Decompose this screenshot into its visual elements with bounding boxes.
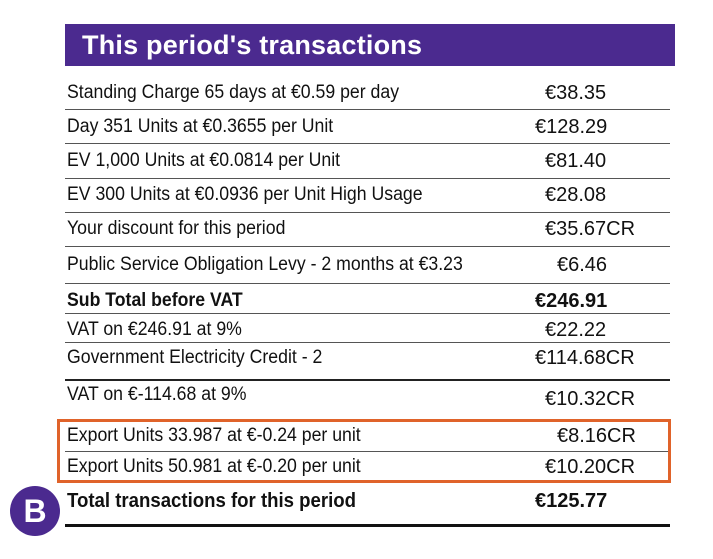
row-label: Export Units 50.981 at €-0.20 per unit <box>67 456 361 477</box>
row-amount: €8.16CR <box>557 425 636 447</box>
row-label: Export Units 33.987 at €-0.24 per unit <box>67 425 361 446</box>
row-divider <box>65 178 670 179</box>
row-label: VAT on €246.91 at 9% <box>67 319 242 340</box>
row-divider <box>65 246 670 247</box>
total-underline <box>65 524 670 527</box>
row-divider <box>65 143 670 144</box>
total-amount: €125.77 <box>535 490 608 512</box>
row-amount: €10.20CR <box>545 456 636 478</box>
row-amount: €10.32CR <box>545 388 636 410</box>
row-amount: €6.46 <box>557 254 608 276</box>
row-label: Standing Charge 65 days at €0.59 per day <box>67 82 400 103</box>
row-amount: €246.91 <box>535 290 608 312</box>
row-label: EV 1,000 Units at €0.0814 per Unit <box>67 150 341 171</box>
row-amount: €128.29 <box>535 116 608 138</box>
row-label: Sub Total before VAT <box>67 290 243 311</box>
row-divider <box>65 283 670 284</box>
row-label: EV 300 Units at €0.0936 per Unit High Us… <box>67 184 423 205</box>
logo-letter: B <box>23 493 47 529</box>
section-title: This period's transactions <box>82 30 423 60</box>
row-amount: €35.67CR <box>545 218 636 240</box>
row-label: Government Electricity Credit - 2 <box>67 347 323 368</box>
row-divider <box>65 212 670 213</box>
row-divider <box>65 313 670 314</box>
row-label: Day 351 Units at €0.3655 per Unit <box>67 116 334 137</box>
export-units-highlight <box>57 419 671 483</box>
row-divider <box>65 451 670 452</box>
brand-logo: B <box>10 486 60 536</box>
row-label: VAT on €-114.68 at 9% <box>67 384 247 405</box>
row-amount: €81.40 <box>545 150 607 172</box>
row-divider <box>65 109 670 110</box>
total-label: Total transactions for this period <box>67 490 357 512</box>
row-amount: €114.68CR <box>535 347 635 369</box>
section-header: This period's transactions <box>65 24 675 66</box>
row-label: Your discount for this period <box>67 218 286 239</box>
row-amount: €22.22 <box>545 319 607 341</box>
row-label: Public Service Obligation Levy - 2 month… <box>67 254 463 275</box>
row-amount: €38.35 <box>545 82 607 104</box>
row-amount: €28.08 <box>545 184 607 206</box>
row-divider <box>65 379 670 381</box>
row-divider <box>65 342 670 343</box>
